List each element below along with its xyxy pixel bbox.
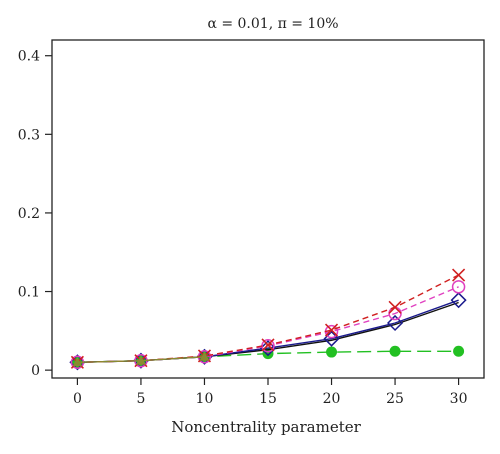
y-axis-ticks: 0 0.1 0.2 0.3 0.4 (18, 49, 52, 379)
series-layer (69, 268, 467, 371)
series-3-point (451, 280, 466, 294)
series-2-point (450, 292, 467, 309)
x-tick-label: 30 (450, 391, 468, 407)
x-tick-label: 20 (323, 391, 341, 407)
x-tick-label: 5 (136, 391, 145, 407)
series-0-point (389, 345, 401, 357)
x-tick-label: 0 (73, 391, 82, 407)
x-axis-ticks: 0 5 10 15 20 25 30 (73, 378, 468, 407)
series-5-point (135, 355, 146, 365)
plot-frame (51, 39, 485, 379)
y-tick-label: 0 (31, 363, 40, 379)
x-axis-title: Noncentrality parameter (171, 418, 361, 436)
y-tick-label: 0.4 (18, 49, 40, 65)
series-2-point (69, 354, 86, 371)
series-0-point (326, 346, 338, 358)
series-0-point (453, 345, 465, 357)
series-5-point (72, 357, 83, 367)
y-tick-label: 0.3 (18, 127, 40, 143)
series-4-point (388, 300, 402, 314)
chart-title: α = 0.01, π = 10% (207, 16, 338, 32)
series-4-point (261, 338, 275, 352)
series-2-point (132, 352, 150, 369)
series-5-point (199, 351, 210, 361)
series-2-point (196, 348, 213, 365)
y-tick-label: 0.1 (18, 285, 40, 301)
series-4-point (452, 268, 466, 282)
x-tick-label: 25 (386, 391, 404, 407)
x-tick-label: 10 (196, 391, 214, 407)
y-tick-label: 0.2 (18, 206, 40, 222)
series-4-point (324, 323, 339, 337)
x-tick-label: 15 (259, 391, 277, 407)
series-2-point (386, 314, 404, 332)
series-2-point (259, 340, 277, 357)
